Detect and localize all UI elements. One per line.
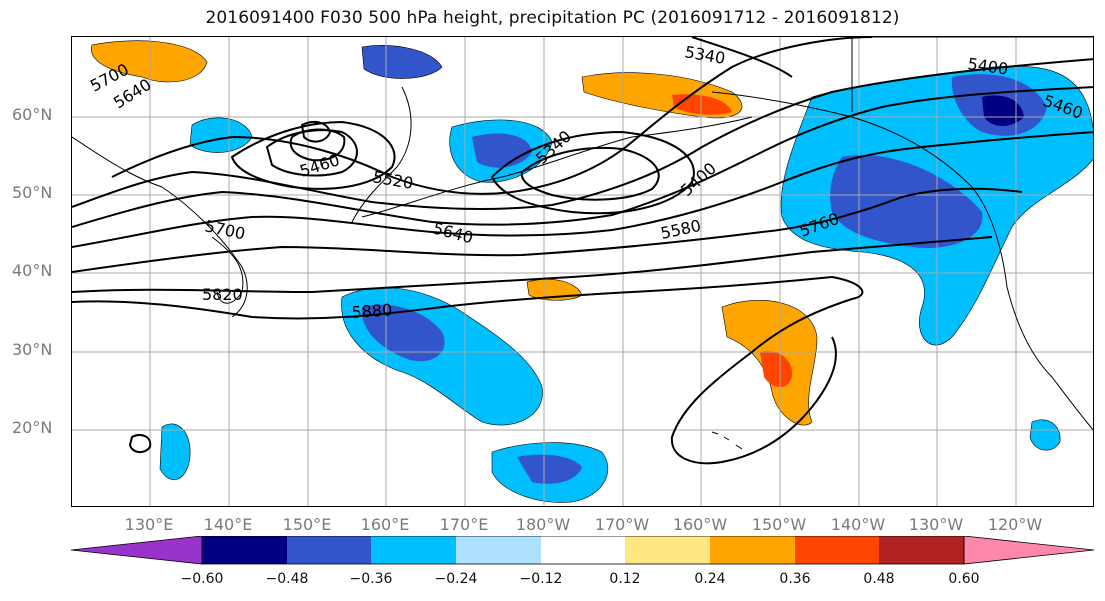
colorbar	[70, 536, 1095, 565]
colorbar-segment	[963, 536, 1095, 565]
precip-negative-area	[982, 95, 1024, 126]
contour-central-low	[490, 130, 695, 215]
precip-negative-area	[361, 45, 443, 79]
precip-negative-area	[517, 454, 582, 484]
precip-negative-area	[159, 423, 191, 481]
colorbar-tick: 0.48	[863, 571, 895, 587]
canada-border	[851, 37, 1093, 112]
precip-negative-area	[1029, 419, 1061, 451]
lon-label-160w: 160°W	[672, 515, 728, 534]
colorbar-tick: 0.24	[694, 571, 726, 587]
graticule	[72, 37, 1093, 506]
contour-5820	[72, 236, 993, 294]
lon-label-150w: 150°W	[751, 515, 807, 534]
lon-label-160e: 160°E	[360, 515, 410, 534]
colorbar-segment	[456, 536, 541, 564]
colorbar-segment	[625, 536, 710, 564]
contour-5340	[289, 128, 346, 162]
colorbar-segment	[795, 536, 879, 564]
precip-positive-area	[760, 350, 793, 388]
contour-5760	[72, 187, 1023, 273]
colorbar-tick: −0.12	[519, 571, 563, 587]
lon-label-120w: 120°W	[987, 515, 1043, 534]
colorbar-tick: −0.60	[180, 571, 224, 587]
contour-5880	[72, 275, 864, 465]
map-panel: 5700 5640 5340 5400 5460 5460 5520 5340 …	[71, 36, 1094, 507]
lon-label-140e: 140°E	[203, 515, 253, 534]
lon-label-130e: 130°E	[124, 515, 174, 534]
precip-negative-area	[472, 133, 532, 168]
lon-label-140w: 140°W	[830, 515, 886, 534]
lon-label-180w: 180°W	[515, 515, 571, 534]
colorbar-segment	[371, 536, 456, 564]
lat-label-40n: 40°N	[12, 261, 53, 280]
map-canvas: 5700 5640 5340 5400 5460 5460 5520 5340 …	[72, 37, 1093, 506]
colorbar-tick: −0.36	[349, 571, 393, 587]
colorbar-segment	[879, 536, 964, 564]
colorbar-tick: 0.36	[779, 571, 811, 587]
contour-label: 5520	[371, 167, 414, 193]
contour-5340-ne	[691, 37, 793, 78]
colorbar-segment	[710, 536, 795, 564]
lon-label-150e: 150°E	[282, 515, 332, 534]
precip-positive-area	[672, 94, 732, 115]
lon-label-170w: 170°W	[594, 515, 650, 534]
precip-negative-area	[189, 117, 253, 153]
kamchatka-outline	[351, 86, 412, 223]
colorbar-tick: 0.60	[948, 571, 980, 587]
contour-label: 5400	[677, 159, 720, 200]
lat-label-60n: 60°N	[12, 105, 53, 124]
contour-label: 5820	[202, 285, 243, 304]
lat-label-30n: 30°N	[12, 340, 53, 359]
contour-low-center	[300, 120, 332, 143]
lon-label-130w: 130°W	[908, 515, 964, 534]
colorbar-tick: −0.24	[434, 571, 478, 587]
contour-central-low-inner	[520, 146, 660, 201]
colorbar-segment	[541, 536, 625, 564]
precip-negative-area	[361, 304, 445, 362]
contour-small-ring	[128, 434, 152, 453]
lat-label-50n: 50°N	[12, 183, 53, 202]
colorbar-tick: −0.48	[265, 571, 309, 587]
map-title: 2016091400 F030 500 hPa height, precipit…	[205, 8, 900, 28]
colorbar-segment	[202, 536, 287, 564]
lat-label-20n: 20°N	[12, 418, 53, 437]
hawaii-islands	[711, 431, 743, 450]
contour-5520	[111, 37, 873, 195]
lon-label-170e: 170°E	[439, 515, 489, 534]
colorbar-tick: 0.12	[609, 571, 641, 587]
contour-5460	[230, 120, 396, 190]
colorbar-segment	[70, 536, 203, 565]
coastlines	[72, 37, 1093, 450]
contour-label: 5640	[431, 219, 475, 248]
height-contours	[72, 37, 1093, 465]
colorbar-segment	[287, 536, 371, 564]
contour-label: 5700	[203, 216, 247, 243]
alaska-coast	[711, 91, 1093, 431]
contour-label: 5880	[351, 300, 393, 322]
precip-negative-area	[830, 155, 983, 248]
contour-5700	[72, 131, 1093, 248]
contour-5580	[72, 58, 1093, 210]
contour-5640	[72, 86, 1093, 228]
aleutian-chain	[361, 116, 753, 218]
asia-coast	[72, 136, 248, 318]
